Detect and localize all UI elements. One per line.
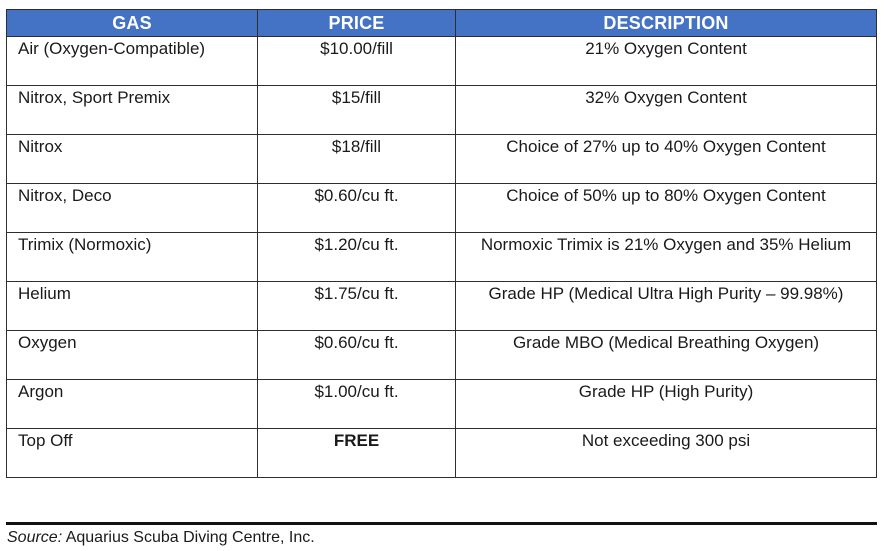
price-cell: $1.75/cu ft. — [257, 281, 456, 331]
description-cell: Grade HP (Medical Ultra High Purity – 99… — [455, 281, 877, 331]
gas-cell: Nitrox — [6, 134, 258, 184]
source-label: Source: — [7, 529, 63, 546]
table-row: Oxygen $0.60/cu ft. Grade MBO (Medical B… — [6, 330, 877, 380]
table-row: Nitrox $18/fill Choice of 27% up to 40% … — [6, 134, 877, 184]
gas-cell: Argon — [6, 379, 258, 429]
gas-price-table-container: GAS PRICE DESCRIPTION Air (Oxygen-Compat… — [6, 9, 877, 478]
description-cell: Grade MBO (Medical Breathing Oxygen) — [455, 330, 877, 380]
price-cell: $18/fill — [257, 134, 456, 184]
price-cell: $10.00/fill — [257, 36, 456, 86]
header-gas: GAS — [6, 9, 258, 37]
table-row: Trimix (Normoxic) $1.20/cu ft. Normoxic … — [6, 232, 877, 282]
gas-cell: Top Off — [6, 428, 258, 478]
price-cell: $0.60/cu ft. — [257, 330, 456, 380]
table-header-row: GAS PRICE DESCRIPTION — [6, 9, 877, 37]
source-note: Source: Aquarius Scuba Diving Centre, In… — [7, 529, 315, 547]
header-description: DESCRIPTION — [455, 9, 877, 37]
table-row: Helium $1.75/cu ft. Grade HP (Medical Ul… — [6, 281, 877, 331]
header-price: PRICE — [257, 9, 456, 37]
gas-cell: Trimix (Normoxic) — [6, 232, 258, 282]
description-cell: 21% Oxygen Content — [455, 36, 877, 86]
gas-cell: Nitrox, Sport Premix — [6, 85, 258, 135]
price-cell: $1.20/cu ft. — [257, 232, 456, 282]
gas-price-table: GAS PRICE DESCRIPTION Air (Oxygen-Compat… — [6, 9, 877, 478]
gas-cell: Helium — [6, 281, 258, 331]
description-cell: Grade HP (High Purity) — [455, 379, 877, 429]
description-cell: Choice of 50% up to 80% Oxygen Content — [455, 183, 877, 233]
table-row: Top Off FREE Not exceeding 300 psi — [6, 428, 877, 478]
table-row: Argon $1.00/cu ft. Grade HP (High Purity… — [6, 379, 877, 429]
gas-cell: Air (Oxygen-Compatible) — [6, 36, 258, 86]
description-cell: Not exceeding 300 psi — [455, 428, 877, 478]
description-cell: Choice of 27% up to 40% Oxygen Content — [455, 134, 877, 184]
source-divider — [6, 522, 877, 525]
price-cell: $15/fill — [257, 85, 456, 135]
description-cell: 32% Oxygen Content — [455, 85, 877, 135]
description-cell: Normoxic Trimix is 21% Oxygen and 35% He… — [455, 232, 877, 282]
table-row: Nitrox, Sport Premix $15/fill 32% Oxygen… — [6, 85, 877, 135]
source-text: Aquarius Scuba Diving Centre, Inc. — [65, 529, 315, 546]
price-cell-free: FREE — [257, 428, 456, 478]
gas-cell: Oxygen — [6, 330, 258, 380]
table-row: Air (Oxygen-Compatible) $10.00/fill 21% … — [6, 36, 877, 86]
gas-cell: Nitrox, Deco — [6, 183, 258, 233]
price-cell: $0.60/cu ft. — [257, 183, 456, 233]
table-row: Nitrox, Deco $0.60/cu ft. Choice of 50% … — [6, 183, 877, 233]
price-cell: $1.00/cu ft. — [257, 379, 456, 429]
